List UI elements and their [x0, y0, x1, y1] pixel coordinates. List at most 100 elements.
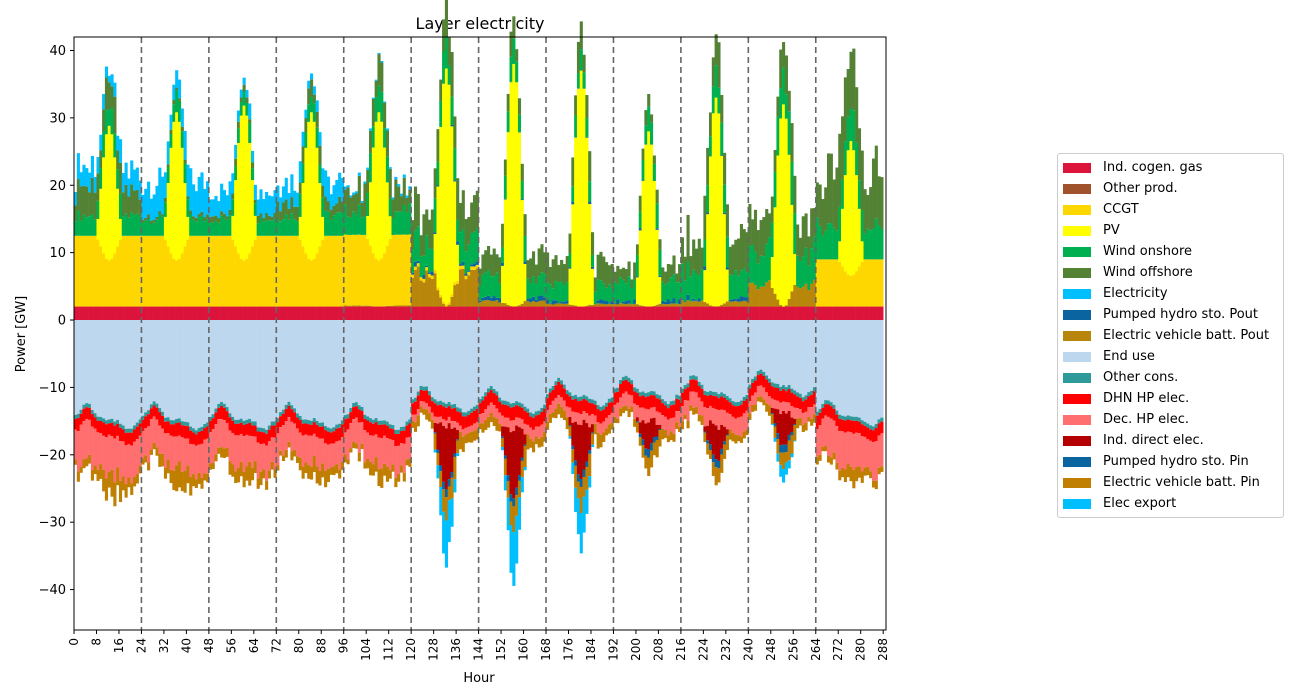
- bar-end-use: [694, 320, 699, 377]
- bar-end-use: [287, 320, 291, 402]
- bar-dhn-hp-elec: [807, 396, 811, 407]
- x-tick-label: 128: [427, 638, 441, 661]
- bar-elec-export: [447, 500, 451, 543]
- bar-end-use: [357, 320, 361, 406]
- bar-wind-onshore: [456, 219, 460, 242]
- bar-electricity: [76, 153, 80, 180]
- bar-wind-onshore: [838, 206, 842, 242]
- bar-electric-vehicle-batt-pin: [211, 462, 215, 470]
- bar-electric-vehicle-batt-pin: [863, 467, 867, 476]
- bar-electric-vehicle-batt-pout: [635, 304, 640, 307]
- bar-pv: [298, 216, 302, 240]
- bar-dec-hp-elec: [352, 419, 356, 442]
- bar-electric-vehicle-batt-pin: [267, 470, 271, 479]
- bar-electric-vehicle-batt-pin: [312, 455, 316, 473]
- bar-ind-cogen-gas: [371, 306, 375, 321]
- bar-other-cons: [686, 383, 690, 388]
- bar-dec-hp-elec: [605, 417, 609, 429]
- bar-end-use: [641, 320, 645, 392]
- bar-wind-onshore: [756, 263, 760, 290]
- bar-ccgt: [121, 235, 125, 307]
- legend-label: Pumped hydro sto. Pin: [1103, 454, 1249, 469]
- bar-other-cons: [242, 420, 246, 425]
- bar-wind-onshore: [90, 214, 94, 236]
- bar-electric-vehicle-batt-pin: [321, 463, 325, 478]
- bar-dec-hp-elec: [706, 408, 710, 426]
- bar-electric-vehicle-batt-pin: [495, 418, 499, 431]
- bar-end-use: [402, 320, 406, 427]
- bar-electric-vehicle-batt-pin: [402, 472, 406, 482]
- bar-end-use: [211, 320, 215, 415]
- bar-dhn-hp-elec: [548, 392, 552, 406]
- bar-electric-vehicle-batt-pin: [394, 477, 398, 488]
- bar-wind-onshore: [832, 227, 836, 260]
- bar-ind-cogen-gas: [270, 306, 274, 321]
- bar-ind-cogen-gas: [169, 306, 173, 321]
- bar-end-use: [770, 320, 774, 383]
- bar-electric-vehicle-batt-pin: [579, 487, 583, 513]
- x-tick-label: 120: [404, 638, 418, 661]
- bar-electricity: [113, 82, 117, 97]
- bar-wind-onshore: [517, 114, 522, 132]
- bar-end-use: [295, 320, 300, 414]
- bar-electric-vehicle-batt-pin: [293, 449, 297, 457]
- bar-wind-onshore: [678, 282, 682, 300]
- bar-electric-vehicle-batt-pout: [790, 291, 794, 307]
- bar-dec-hp-elec: [343, 432, 347, 455]
- bar-electric-vehicle-batt-pout: [343, 305, 347, 307]
- bar-electric-vehicle-batt-pin: [784, 452, 788, 463]
- bar-dhn-hp-elec: [686, 387, 690, 401]
- bar-end-use: [683, 320, 687, 386]
- bar-pumped-hydro-sto-pin: [779, 445, 783, 453]
- bar-ccgt: [211, 235, 215, 307]
- bar-dhn-hp-elec: [118, 427, 123, 442]
- bar-electric-vehicle-batt-pin: [706, 443, 710, 455]
- bar-dec-hp-elec: [377, 437, 381, 470]
- bar-electric-vehicle-batt-pin: [194, 479, 198, 489]
- bar-electric-vehicle-batt-pin: [405, 459, 409, 466]
- bar-ind-cogen-gas: [458, 306, 463, 321]
- bar-end-use: [621, 320, 625, 377]
- bar-end-use: [734, 320, 738, 403]
- bar-electricity: [130, 160, 134, 185]
- bar-dhn-hp-elec: [827, 404, 831, 417]
- bar-wind-offshore: [253, 199, 257, 204]
- bar-wind-offshore: [742, 229, 746, 269]
- bar-pv: [310, 112, 314, 261]
- bar-wind-onshore: [419, 256, 423, 277]
- bar-end-use: [765, 320, 769, 376]
- bar-dec-hp-elec: [93, 428, 97, 466]
- bar-electricity: [121, 173, 125, 193]
- bar-pumped-hydro-sto-pout: [703, 266, 707, 271]
- bar-ind-cogen-gas: [678, 306, 682, 321]
- bar-electric-vehicle-batt-pout: [394, 305, 398, 307]
- bar-pumped-hydro-sto-pout: [568, 267, 572, 269]
- bar-ccgt: [287, 235, 291, 307]
- bar-end-use: [796, 320, 800, 393]
- bar-ccgt: [340, 235, 345, 307]
- bar-wind-offshore: [242, 84, 246, 93]
- bar-electric-vehicle-batt-pin: [748, 413, 752, 420]
- bar-electric-vehicle-batt-pin: [846, 463, 850, 478]
- bar-electricity: [377, 52, 381, 55]
- bar-wind-onshore: [515, 61, 519, 83]
- bar-other-cons: [689, 375, 693, 380]
- bar-dec-hp-elec: [234, 435, 238, 472]
- bar-wind-onshore: [413, 230, 418, 262]
- bar-wind-onshore: [605, 287, 609, 302]
- bar-wind-offshore: [829, 153, 833, 224]
- bar-electric-vehicle-batt-pin: [686, 420, 690, 429]
- bar-wind-onshore: [782, 67, 786, 105]
- bar-pv: [641, 180, 645, 306]
- bar-dhn-hp-elec: [860, 424, 864, 437]
- bar-electric-vehicle-batt-pin: [374, 457, 378, 472]
- bar-wind-onshore: [877, 225, 881, 260]
- bar-end-use: [231, 320, 235, 417]
- bar-dec-hp-elec: [102, 435, 106, 470]
- bar-ind-cogen-gas: [197, 306, 201, 321]
- bar-dhn-hp-elec: [484, 396, 488, 410]
- bar-electric-vehicle-batt-pout: [548, 303, 552, 307]
- bar-ind-direct-elec: [720, 424, 724, 449]
- bar-dhn-hp-elec: [829, 406, 833, 419]
- bar-dhn-hp-elec: [470, 412, 474, 426]
